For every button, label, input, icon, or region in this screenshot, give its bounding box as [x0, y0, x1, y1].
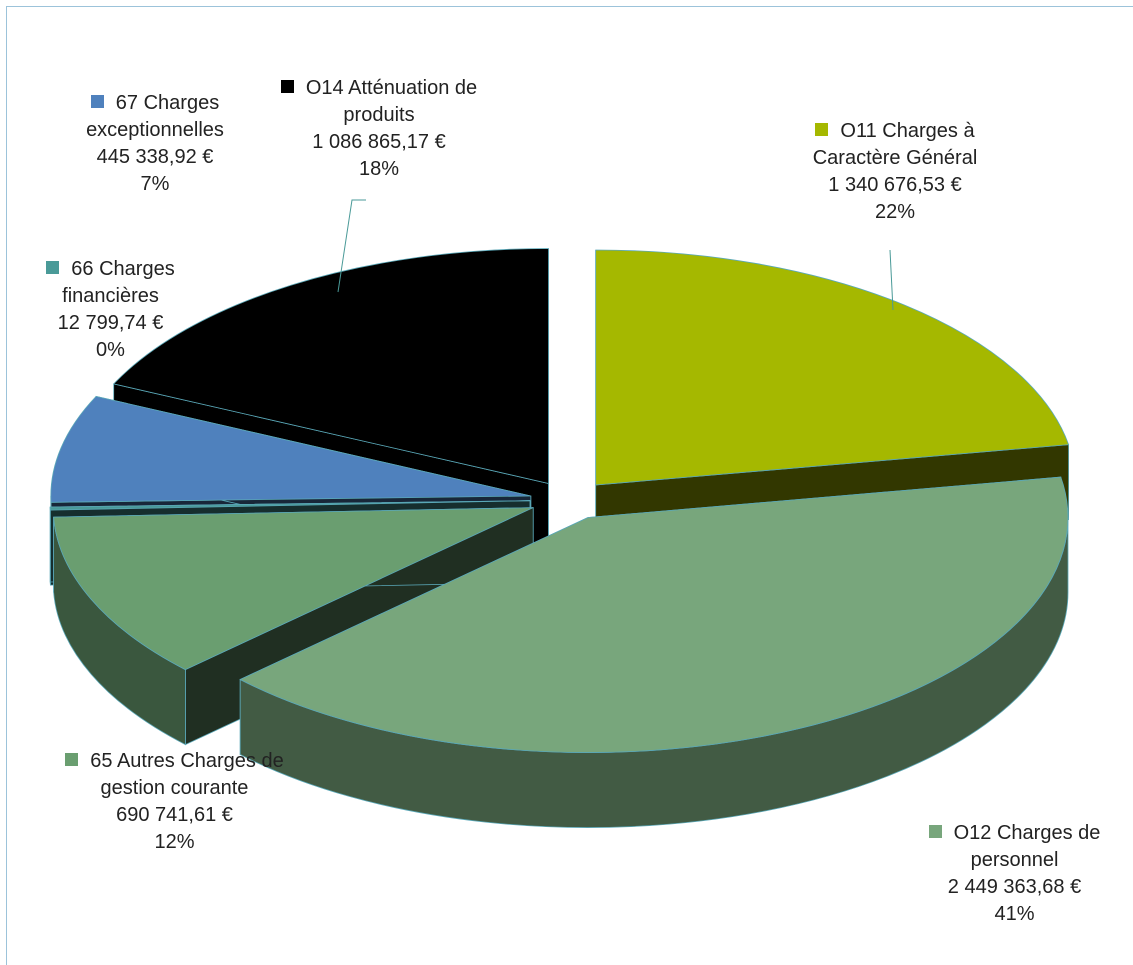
percent-label: 18%: [358, 158, 400, 180]
data-label: 66 Charges financières 12 799,74 € 0%: [18, 256, 203, 364]
percent-label: 0%: [96, 339, 125, 361]
label-name: O14 Atténuation de produits: [268, 75, 490, 129]
leader-line: [889, 249, 894, 311]
legend-swatch: [815, 123, 829, 136]
category-name: O11 Charges à Caractère Général: [812, 120, 978, 169]
label-name: 65 Autres Charges de gestion courante: [42, 748, 307, 802]
slice: [595, 249, 1070, 486]
amount-label: 445 338,92 €: [96, 146, 214, 168]
amount-label: 12 799,74 €: [57, 312, 164, 334]
category-name: O12 Charges de personnel: [953, 822, 1101, 871]
data-label: O11 Charges à Caractère Général 1 340 676…: [790, 118, 1000, 226]
slice: [239, 476, 1069, 753]
amount-label: 2 449 363,68 €: [947, 876, 1082, 898]
legend-swatch: [928, 825, 942, 838]
slice: [53, 507, 534, 671]
slice: [112, 248, 549, 485]
legend-swatch: [65, 753, 79, 766]
data-label: 65 Autres Charges de gestion courante 690…: [42, 748, 307, 856]
slice: [50, 395, 531, 503]
category-name: 66 Charges financières: [62, 258, 175, 307]
chart-border: [6, 6, 1133, 965]
legend-swatch: [90, 95, 104, 108]
label-name: 66 Charges financières: [18, 256, 203, 310]
label-name: O12 Charges de personnel: [912, 820, 1117, 874]
amount-label: 1 086 865,17 €: [312, 131, 446, 153]
data-label: O12 Charges de personnel 2 449 363,68 € 41…: [912, 820, 1117, 928]
slice: [49, 500, 531, 511]
leader-line: [337, 199, 366, 293]
percent-label: 7%: [140, 173, 170, 195]
amount-label: 690 741,61 €: [116, 804, 233, 826]
percent-label: 41%: [994, 903, 1035, 925]
label-name: 67 Charges exceptionnelles: [55, 90, 255, 144]
data-label: 67 Charges exceptionnelles 445 338,92 € 7%: [55, 90, 255, 198]
legend-swatch: [46, 261, 60, 274]
percent-label: 12%: [154, 831, 195, 853]
category-name: 65 Autres Charges de gestion courante: [90, 750, 284, 799]
percent-label: 22%: [874, 201, 916, 223]
slices: [49, 248, 1070, 828]
data-label: O14 Atténuation de produits 1 086 865,17 …: [268, 75, 490, 183]
category-name: O14 Atténuation de produits: [305, 77, 478, 126]
category-name: 67 Charges exceptionnelles: [86, 92, 224, 141]
label-name: O11 Charges à Caractère Général: [790, 118, 1000, 172]
amount-label: 1 340 676,53 €: [828, 174, 962, 196]
legend-swatch: [280, 80, 294, 93]
